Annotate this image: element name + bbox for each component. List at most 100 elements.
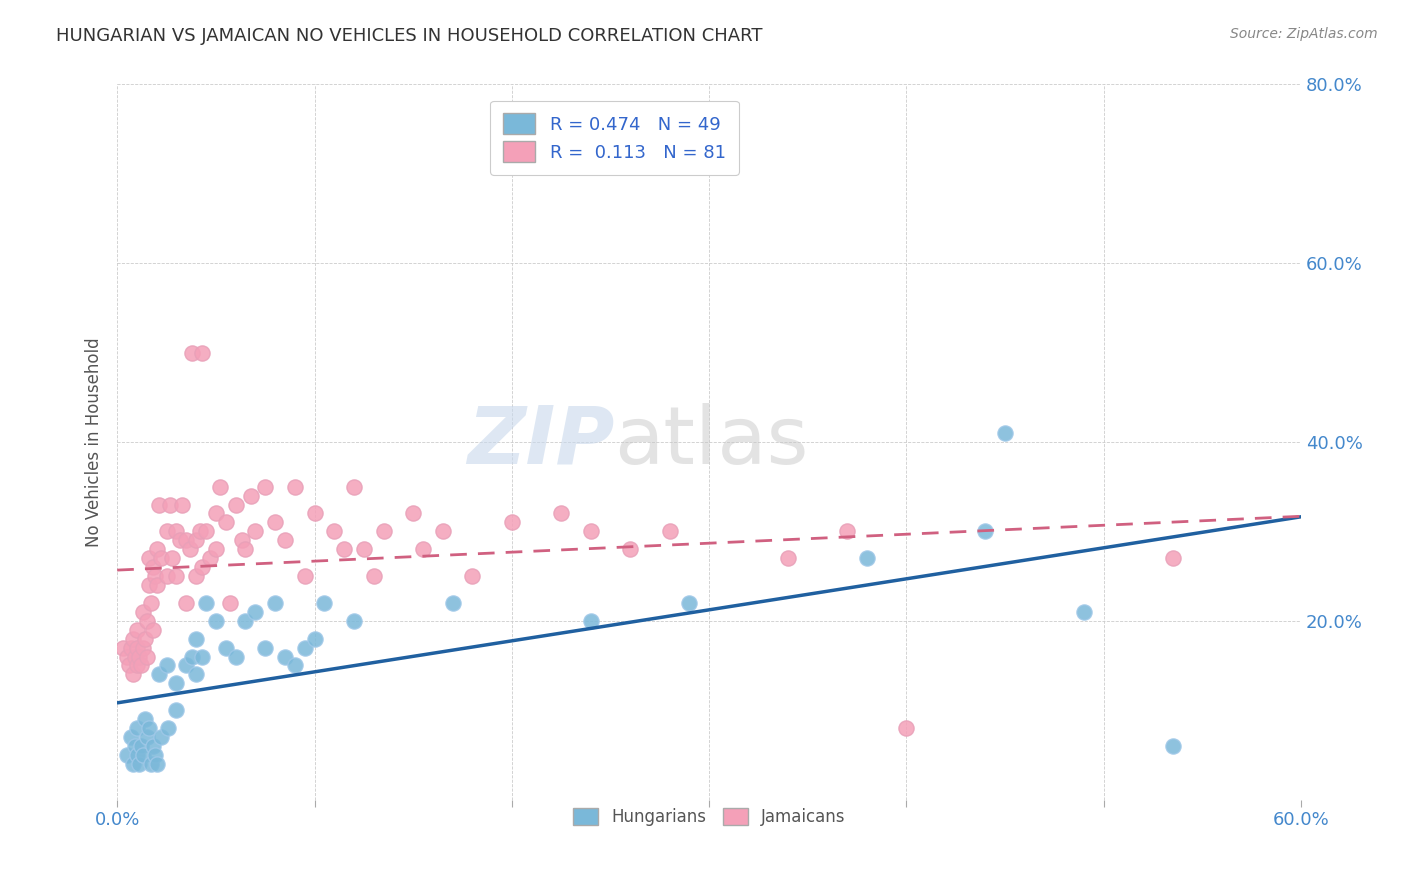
Point [402, 507, 425, 521]
Point [1073, 605, 1095, 619]
Point [125, 658, 148, 673]
Point [181, 649, 204, 664]
Point [254, 480, 277, 494]
Point [314, 596, 336, 610]
Point [245, 524, 267, 539]
Point [778, 551, 800, 566]
Point [304, 632, 326, 646]
Point [143, 569, 166, 583]
Point [155, 658, 177, 673]
Point [138, 551, 160, 566]
Point [678, 596, 700, 610]
Point [191, 649, 214, 664]
Text: HUNGARIAN VS JAMAICAN NO VEHICLES IN HOUSEHOLD CORRELATION CHART: HUNGARIAN VS JAMAICAN NO VEHICLES IN HOU… [56, 27, 762, 45]
Point [284, 480, 307, 494]
Point [134, 632, 156, 646]
Point [191, 345, 214, 359]
Text: atlas: atlas [614, 403, 808, 481]
Point [1161, 551, 1184, 566]
Point [174, 596, 197, 610]
Point [138, 721, 160, 735]
Y-axis label: No Vehicles in Household: No Vehicles in Household [86, 337, 103, 547]
Point [132, 747, 155, 762]
Point [145, 578, 167, 592]
Point [205, 542, 228, 557]
Point [132, 640, 155, 655]
Point [896, 721, 918, 735]
Point [134, 712, 156, 726]
Point [165, 676, 187, 690]
Point [294, 640, 316, 655]
Point [974, 524, 997, 539]
Point [122, 756, 145, 771]
Point [304, 507, 326, 521]
Point [165, 703, 187, 717]
Point [125, 640, 148, 655]
Point [501, 516, 523, 530]
Point [461, 569, 484, 583]
Point [135, 649, 157, 664]
Point [125, 747, 148, 762]
Point [162, 551, 184, 566]
Point [323, 524, 346, 539]
Point [124, 739, 146, 753]
Point [115, 649, 138, 664]
Point [264, 596, 287, 610]
Point [128, 756, 150, 771]
Point [441, 596, 464, 610]
Point [184, 533, 207, 548]
Point [174, 658, 197, 673]
Point [138, 578, 160, 592]
Point [343, 480, 366, 494]
Point [129, 658, 152, 673]
Point [142, 739, 165, 753]
Point [184, 667, 207, 681]
Point [145, 756, 167, 771]
Point [215, 640, 238, 655]
Point [208, 480, 231, 494]
Point [225, 649, 247, 664]
Point [148, 667, 170, 681]
Point [142, 623, 165, 637]
Point [412, 542, 434, 557]
Point [132, 605, 155, 619]
Point [837, 524, 859, 539]
Point [363, 569, 385, 583]
Point [122, 632, 145, 646]
Point [125, 721, 148, 735]
Point [128, 649, 150, 664]
Point [139, 756, 162, 771]
Point [274, 533, 297, 548]
Point [188, 524, 211, 539]
Point [184, 569, 207, 583]
Point [148, 498, 170, 512]
Point [235, 614, 257, 628]
Point [125, 623, 148, 637]
Point [205, 507, 228, 521]
Point [155, 524, 177, 539]
Point [172, 498, 194, 512]
Point [135, 614, 157, 628]
Point [198, 551, 221, 566]
Point [225, 498, 247, 512]
Point [155, 569, 177, 583]
Point [245, 605, 267, 619]
Point [174, 533, 197, 548]
Point [205, 614, 228, 628]
Point [143, 747, 166, 762]
Point [550, 507, 572, 521]
Point [165, 524, 187, 539]
Point [373, 524, 395, 539]
Point [139, 596, 162, 610]
Point [142, 560, 165, 574]
Point [215, 516, 238, 530]
Point [343, 614, 366, 628]
Point [179, 542, 201, 557]
Point [284, 658, 307, 673]
Point [157, 721, 180, 735]
Point [181, 345, 204, 359]
Point [165, 569, 187, 583]
Point [120, 640, 142, 655]
Point [264, 516, 287, 530]
Point [195, 596, 218, 610]
